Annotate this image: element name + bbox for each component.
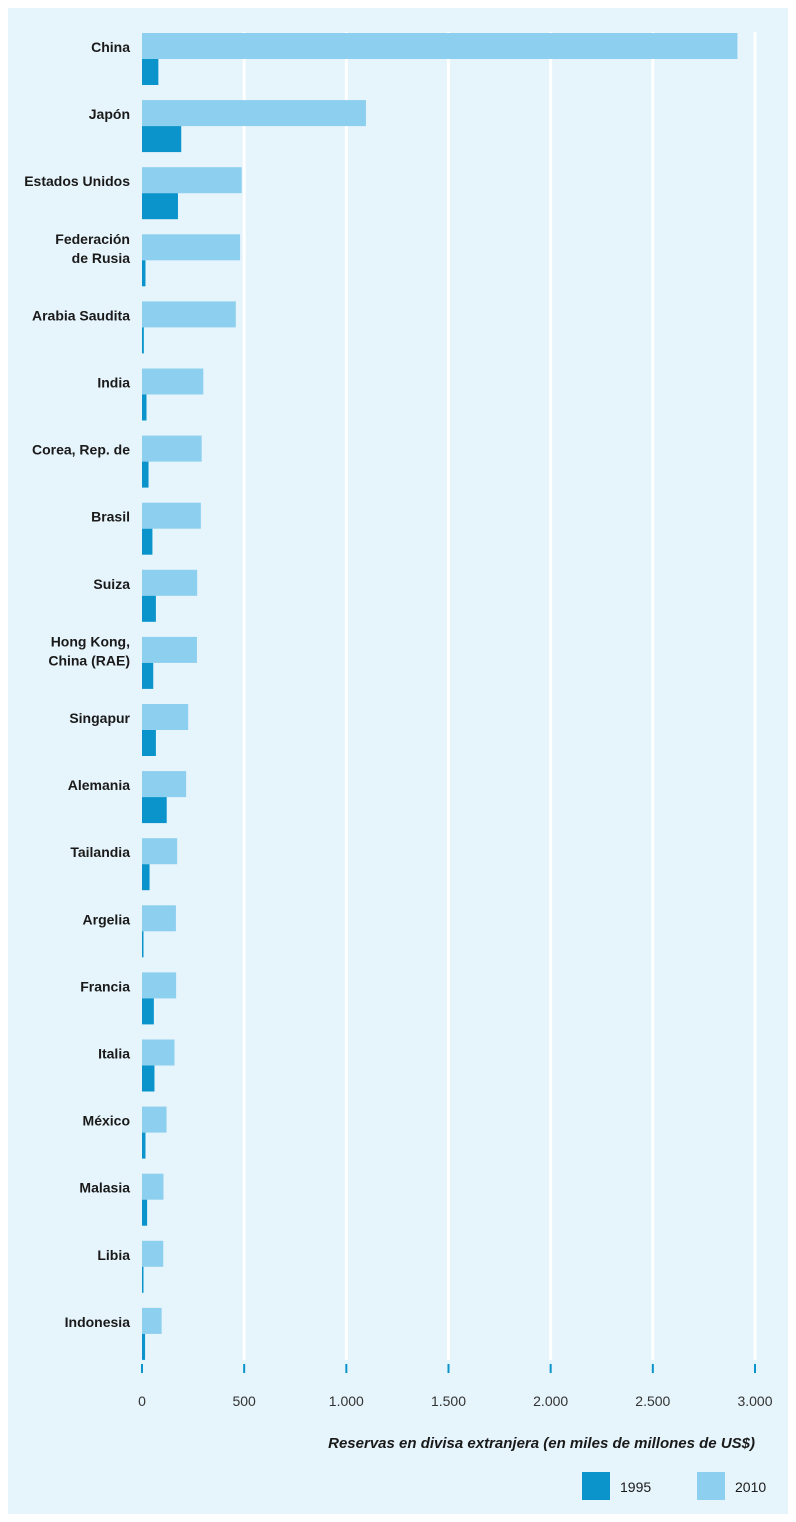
category-label: Brasil <box>91 509 130 525</box>
bar-1995 <box>142 864 150 891</box>
legend-swatch-1995 <box>582 1472 610 1500</box>
bar-2010 <box>142 100 366 127</box>
bar-1995 <box>142 1333 146 1360</box>
bar-2010 <box>142 1173 164 1200</box>
x-tick-label: 0 <box>138 1393 146 1409</box>
x-tick-label: 2.500 <box>635 1393 670 1409</box>
category-label: Francia <box>80 978 130 994</box>
bar-1995 <box>142 730 156 756</box>
category-label: Estados Unidos <box>24 173 130 189</box>
bar-2010 <box>142 569 198 596</box>
bar-1995 <box>142 126 182 153</box>
category-label: India <box>97 375 130 391</box>
bar-1995 <box>142 595 156 622</box>
bar-2010 <box>142 368 204 395</box>
bar-1995 <box>142 931 144 958</box>
bar-2010 <box>142 33 738 59</box>
bar-1995 <box>142 394 147 421</box>
bar-1995 <box>142 998 154 1025</box>
legend-label-2010: 2010 <box>735 1479 766 1495</box>
category-label: Federación de Rusia <box>55 231 130 266</box>
bar-2010 <box>142 636 197 663</box>
category-label: Libia <box>97 1247 130 1263</box>
x-tick-label: 1.500 <box>431 1393 466 1409</box>
bar-1995 <box>142 461 149 488</box>
bar-1995 <box>142 528 153 555</box>
category-label: Italia <box>98 1046 130 1062</box>
category-label: Japón <box>89 106 130 122</box>
category-label: Arabia Saudita <box>32 307 130 323</box>
bar-1995 <box>142 1132 146 1159</box>
category-label: Singapur <box>69 710 130 726</box>
x-tick-label: 3.000 <box>737 1393 772 1409</box>
category-label: Alemania <box>68 777 130 793</box>
category-label: México <box>83 1113 130 1129</box>
bar-1995 <box>142 662 154 689</box>
bar-1995 <box>142 1065 155 1092</box>
bar-1995 <box>142 1266 144 1293</box>
bar-1995 <box>142 193 178 220</box>
bar-2010 <box>142 1039 175 1066</box>
bar-2010 <box>142 1106 167 1133</box>
bar-2010 <box>142 838 178 865</box>
x-tick-label: 500 <box>232 1393 256 1409</box>
bar-1995 <box>142 59 159 85</box>
bar-2010 <box>142 502 201 529</box>
legend-label-1995: 1995 <box>620 1479 651 1495</box>
bar-2010 <box>142 771 187 798</box>
category-label: Tailandia <box>70 844 130 860</box>
category-label: Hong Kong, China (RAE) <box>48 633 130 668</box>
category-label: China <box>91 39 130 55</box>
category-label: Malasia <box>79 1180 130 1196</box>
bar-2010 <box>142 972 177 999</box>
x-axis-label: Reservas en divisa extranjera (en miles … <box>328 1435 755 1452</box>
bar-2010 <box>142 1307 162 1334</box>
bar-2010 <box>142 435 202 462</box>
bar-2010 <box>142 301 236 328</box>
category-label: Indonesia <box>65 1314 131 1330</box>
category-label: Suiza <box>93 576 130 592</box>
x-tick-label: 2.000 <box>533 1393 568 1409</box>
bar-2010 <box>142 905 176 932</box>
bar-2010 <box>142 704 189 730</box>
bar-1995 <box>142 327 144 354</box>
bar-1995 <box>142 260 146 287</box>
bar-2010 <box>142 167 242 194</box>
category-label: Corea, Rep. de <box>32 442 130 458</box>
bar-2010 <box>142 1240 164 1267</box>
bar-1995 <box>142 1199 148 1226</box>
category-label: Argelia <box>83 911 131 927</box>
bar-1995 <box>142 797 167 824</box>
legend-swatch-2010 <box>697 1472 725 1500</box>
x-tick-label: 1.000 <box>329 1393 364 1409</box>
bar-2010 <box>142 234 241 261</box>
chart-panel <box>8 8 788 1514</box>
